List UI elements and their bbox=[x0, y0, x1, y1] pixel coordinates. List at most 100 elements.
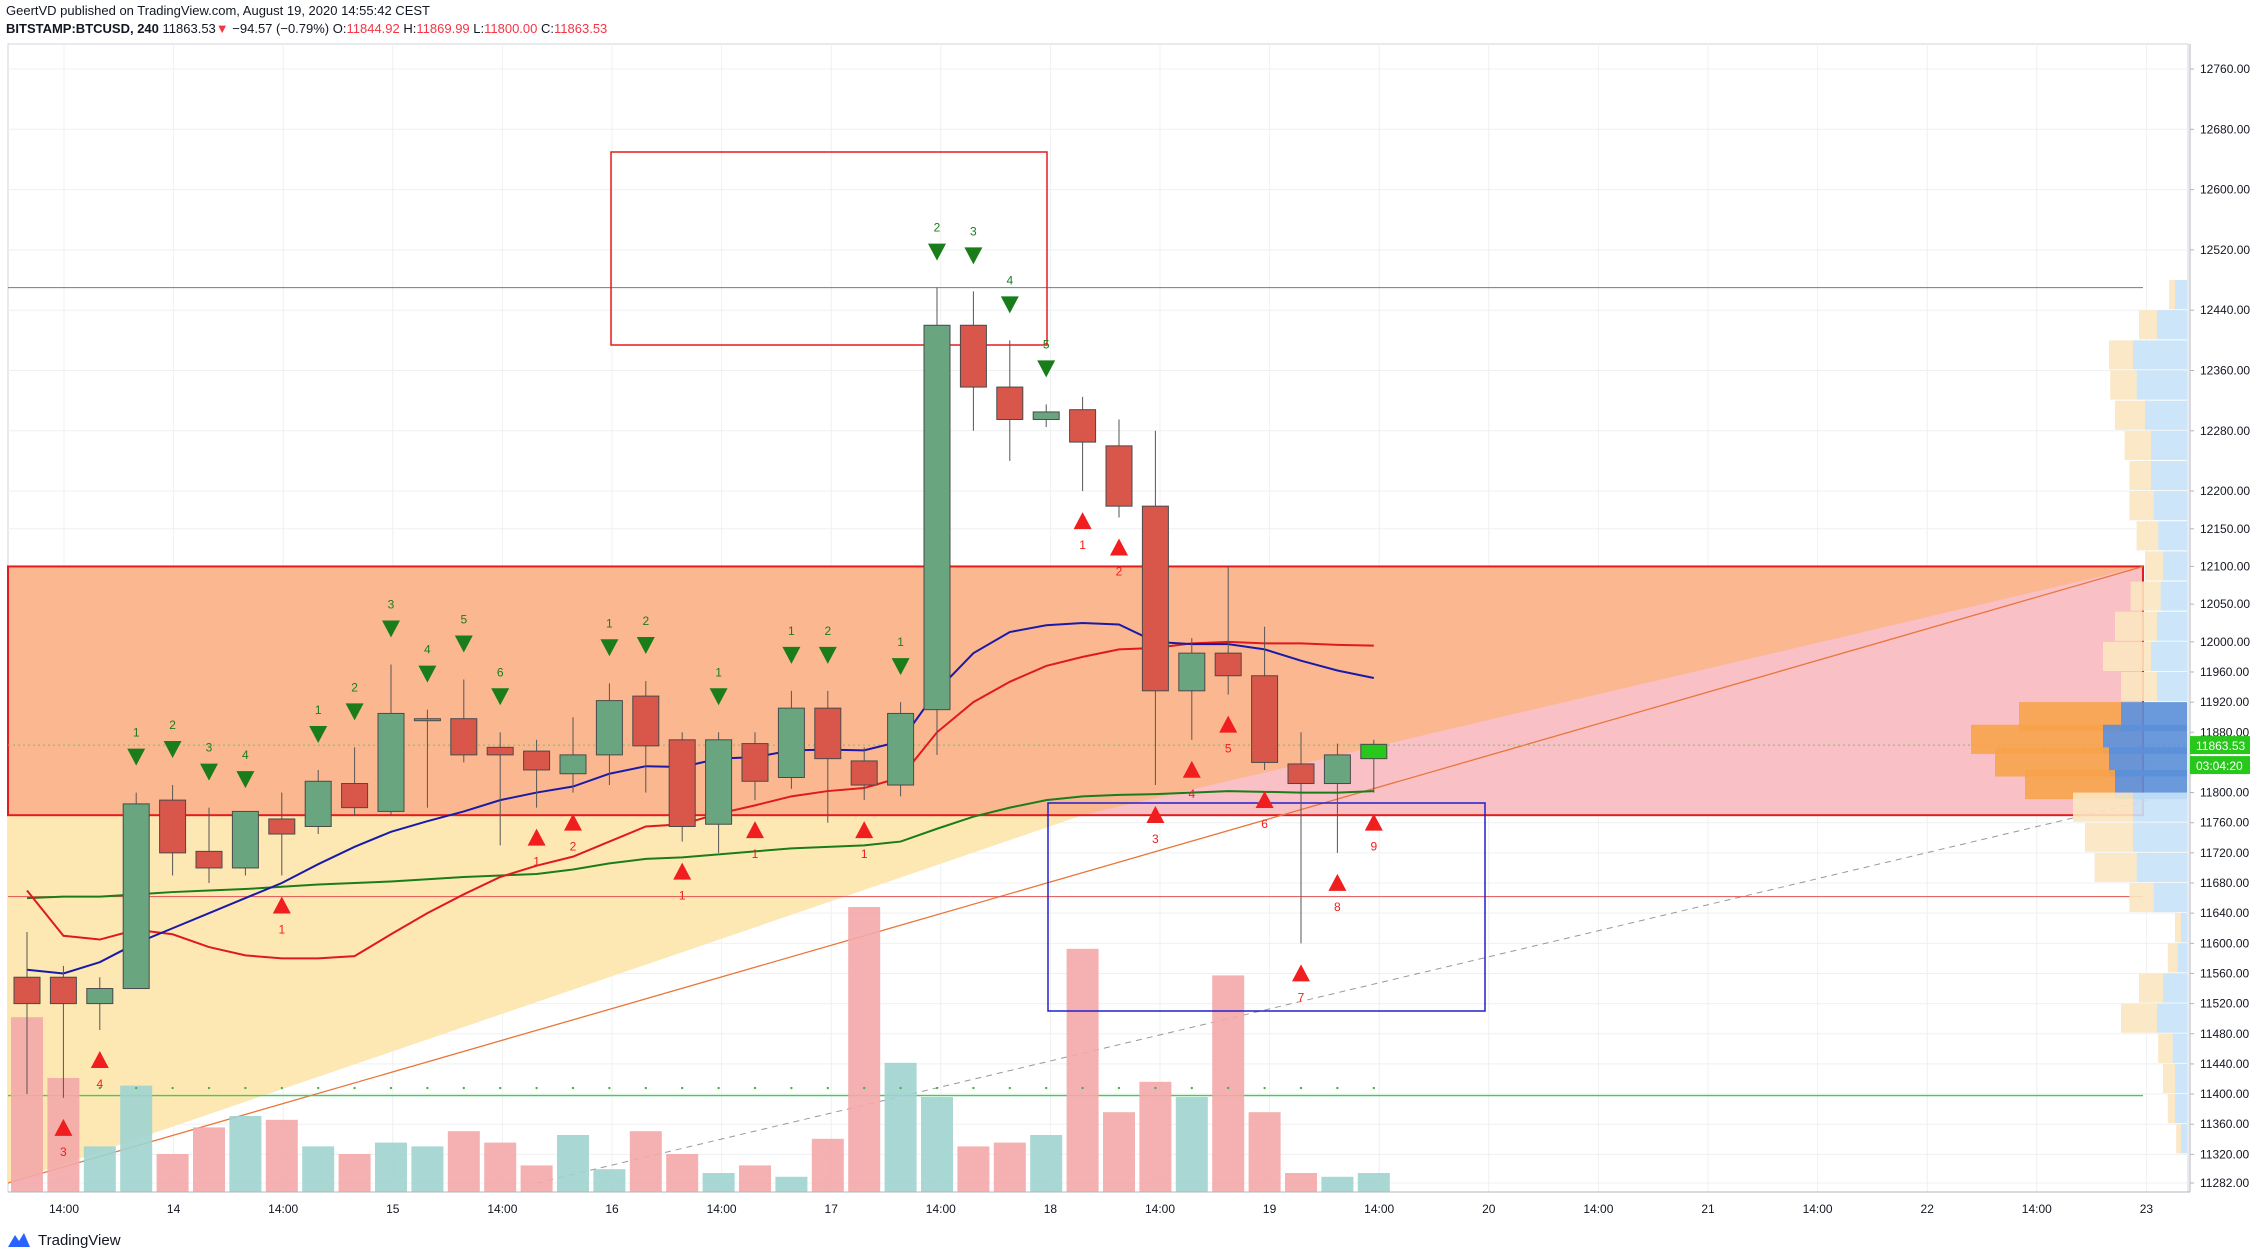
td-buy-count: 1 bbox=[752, 847, 759, 861]
volume-profile-up bbox=[2175, 280, 2187, 310]
close-value: 11863.53 bbox=[554, 21, 608, 36]
volume-bar bbox=[666, 1154, 699, 1192]
td-dot bbox=[972, 1086, 975, 1090]
td-sell-count: 2 bbox=[642, 614, 649, 628]
td-buy-arrow-icon bbox=[1182, 760, 1201, 778]
td-buy-count: 3 bbox=[60, 1145, 67, 1159]
price-axis[interactable] bbox=[2190, 44, 2263, 1192]
candle-body[interactable] bbox=[705, 739, 733, 825]
td-buy-count: 5 bbox=[1225, 742, 1232, 756]
volume-bar bbox=[884, 1062, 917, 1192]
candle-body[interactable] bbox=[741, 743, 769, 782]
time-axis-label: 17 bbox=[825, 1202, 839, 1216]
volume-profile-up bbox=[2160, 581, 2187, 611]
td-dot bbox=[1263, 1086, 1266, 1090]
time-axis-label: 14:00 bbox=[268, 1202, 298, 1216]
candle-body[interactable] bbox=[486, 746, 514, 756]
volume-profile-down bbox=[2163, 1063, 2175, 1094]
candle-body[interactable] bbox=[377, 712, 405, 812]
candle-body[interactable] bbox=[595, 700, 623, 756]
candle-body[interactable] bbox=[923, 324, 951, 711]
candle-body[interactable] bbox=[1178, 652, 1206, 692]
td-dot bbox=[499, 1086, 502, 1090]
td-dot bbox=[462, 1086, 465, 1090]
trendline-orange[interactable] bbox=[7, 565, 2144, 1184]
price-axis-label: 11320.00 bbox=[2200, 1147, 2249, 1161]
ohlc-legend: BITSTAMP:BTCUSD, 240 11863.53▼ −94.57 (−… bbox=[6, 20, 1306, 38]
candle-body[interactable] bbox=[959, 324, 987, 388]
high-value: 11869.99 bbox=[416, 21, 470, 36]
candle-body[interactable] bbox=[668, 739, 696, 827]
last-price-tag bbox=[2190, 736, 2250, 755]
volume-profile-up bbox=[2136, 852, 2187, 883]
candle-body[interactable] bbox=[1360, 743, 1388, 760]
candle-body[interactable] bbox=[341, 783, 369, 809]
candle-body[interactable] bbox=[122, 803, 150, 990]
volume-profile-up bbox=[2153, 491, 2187, 521]
resistance-box[interactable] bbox=[610, 151, 1048, 346]
price-axis-label: 12760.00 bbox=[2200, 62, 2250, 76]
price-axis-label: 11960.00 bbox=[2200, 665, 2249, 679]
candle-body[interactable] bbox=[13, 976, 41, 1005]
volume-profile-up bbox=[2153, 883, 2187, 913]
candle-body[interactable] bbox=[450, 718, 478, 756]
candle-body[interactable] bbox=[1214, 652, 1242, 677]
tradingview-logo-icon bbox=[8, 1233, 30, 1247]
last-price: 11863.53 bbox=[162, 21, 216, 36]
candle-body[interactable] bbox=[814, 707, 842, 760]
time-axis-label: 21 bbox=[1701, 1202, 1715, 1216]
candle-body[interactable] bbox=[195, 850, 223, 869]
candle-body[interactable] bbox=[850, 760, 878, 786]
candle-body[interactable] bbox=[887, 712, 915, 786]
volume-profile-up bbox=[2157, 1003, 2187, 1033]
td-sell-arrow-icon bbox=[382, 620, 400, 638]
candle-body[interactable] bbox=[523, 750, 551, 771]
candle-body[interactable] bbox=[1287, 763, 1315, 785]
td-buy-arrow-icon bbox=[673, 862, 692, 880]
candle-body[interactable] bbox=[49, 976, 77, 1005]
td-sell-count: 2 bbox=[824, 624, 831, 638]
volume-bar bbox=[447, 1131, 480, 1192]
candle-body[interactable] bbox=[86, 988, 114, 1005]
td-sell-arrow-icon bbox=[200, 763, 218, 781]
candle-body[interactable] bbox=[159, 799, 187, 854]
volume-profile-up bbox=[2133, 822, 2187, 852]
candle-body[interactable] bbox=[632, 695, 660, 747]
td-buy-arrow-icon bbox=[1364, 813, 1383, 831]
volume-profile-up bbox=[2133, 792, 2187, 822]
candle-body[interactable] bbox=[1323, 754, 1351, 785]
volume-profile-down bbox=[2103, 641, 2151, 671]
td-dot bbox=[717, 1086, 720, 1090]
price-axis-label: 11680.00 bbox=[2200, 876, 2249, 890]
candle-body[interactable] bbox=[413, 718, 441, 722]
time-axis[interactable] bbox=[8, 1193, 2190, 1219]
volume-profile-down bbox=[2167, 943, 2178, 973]
candle-body[interactable] bbox=[304, 780, 332, 827]
volume-bar bbox=[1175, 1097, 1208, 1192]
td-sell-count: 4 bbox=[242, 748, 249, 762]
candle-body[interactable] bbox=[268, 818, 296, 835]
candle-body[interactable] bbox=[231, 810, 259, 869]
candle-body[interactable] bbox=[1105, 445, 1133, 507]
time-axis-label: 14:00 bbox=[487, 1202, 517, 1216]
candle-body[interactable] bbox=[777, 707, 805, 778]
td-buy-arrow-icon bbox=[1328, 873, 1347, 891]
candle-body[interactable] bbox=[1069, 409, 1097, 443]
change-down-arrow-icon: ▼ bbox=[215, 21, 229, 36]
volume-profile-down bbox=[2094, 852, 2137, 883]
td-dot bbox=[1190, 1086, 1194, 1090]
candle-body[interactable] bbox=[559, 754, 587, 775]
price-axis-label: 12150.00 bbox=[2200, 522, 2250, 536]
td-dot bbox=[826, 1086, 829, 1090]
time-axis-label: 15 bbox=[386, 1202, 400, 1216]
td-sell-count: 1 bbox=[897, 635, 904, 649]
candle-body[interactable] bbox=[1032, 411, 1060, 420]
low-value: 11800.00 bbox=[484, 21, 538, 36]
candle-body[interactable] bbox=[1141, 505, 1169, 692]
volume-profile-up bbox=[2163, 551, 2187, 581]
candle-body[interactable] bbox=[996, 386, 1024, 420]
candle-body[interactable] bbox=[1251, 675, 1279, 763]
td-dot bbox=[1336, 1086, 1339, 1090]
symbol-label[interactable]: BITSTAMP:BTCUSD, 240 bbox=[6, 21, 159, 36]
